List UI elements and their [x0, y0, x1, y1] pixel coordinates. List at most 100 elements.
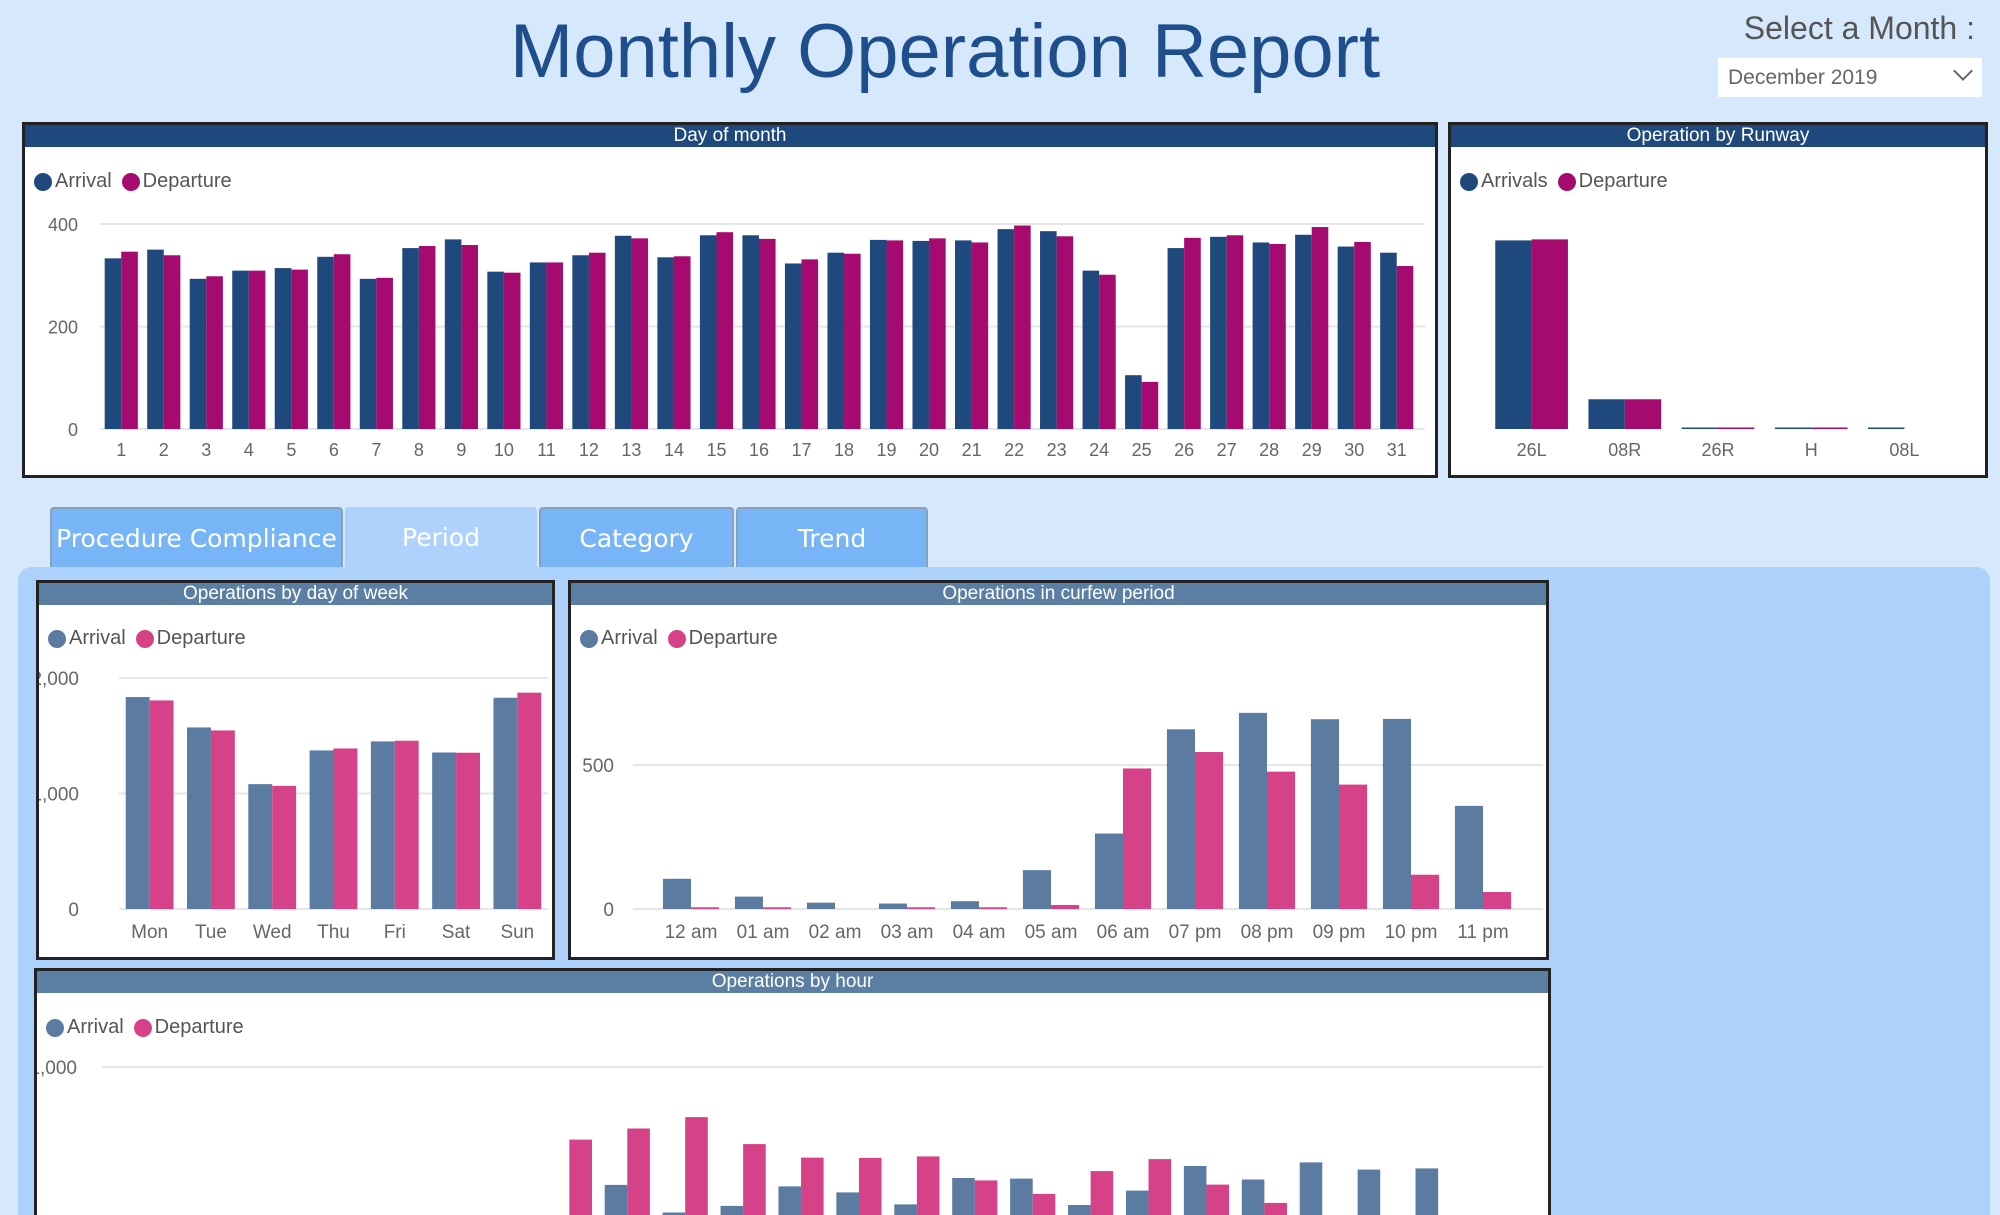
bar-arrival-07 pm[interactable] [1166, 729, 1195, 909]
bar-departure-Thu[interactable] [333, 748, 358, 909]
bar-departure-Sun[interactable] [517, 692, 542, 909]
bar-departure-Tue[interactable] [210, 730, 235, 909]
bar-departure-6[interactable] [333, 254, 351, 429]
bar-departure-06 am[interactable] [1123, 768, 1152, 909]
legend-item-arrival[interactable]: Arrival [46, 1016, 124, 1039]
bar-arrival-14[interactable] [657, 257, 674, 429]
bar-departure-29[interactable] [1311, 227, 1329, 429]
legend-item-arrival[interactable]: Arrival [34, 170, 112, 193]
bar-departure-Fri[interactable] [394, 740, 419, 909]
bar-arrival-10[interactable] [487, 271, 504, 429]
bar-departure-10[interactable] [743, 1144, 766, 1215]
bar-departure-7[interactable] [569, 1139, 592, 1215]
legend-item-departure[interactable]: Departure [135, 627, 246, 650]
bar-departure-12[interactable] [858, 1157, 882, 1215]
tab-category[interactable]: Category [539, 507, 734, 567]
bar-arrival-01 am[interactable] [734, 896, 763, 909]
bar-arrival-14[interactable] [952, 1178, 975, 1215]
bar-arrival-18[interactable] [827, 252, 845, 429]
bar-departure-22[interactable] [1014, 225, 1031, 429]
bar-departure-14[interactable] [673, 256, 691, 429]
bar-departure-16[interactable] [759, 238, 776, 429]
bar-arrivals-H[interactable] [1774, 427, 1812, 430]
bar-departure-12 am[interactable] [691, 907, 720, 909]
bar-departure-26[interactable] [1184, 237, 1201, 429]
bar-arrival-17[interactable] [784, 263, 802, 429]
bar-departure-12[interactable] [588, 252, 606, 429]
bar-arrival-10 pm[interactable] [1382, 718, 1411, 909]
bar-arrival-5[interactable] [274, 268, 292, 429]
bar-arrival-Sun[interactable] [493, 697, 518, 909]
bar-arrival-17[interactable] [1125, 1190, 1149, 1215]
bar-departure-17[interactable] [801, 259, 819, 429]
bar-departure-08R[interactable] [1624, 399, 1662, 429]
bar-arrival-11[interactable] [529, 262, 547, 429]
bar-departure-13[interactable] [631, 238, 649, 429]
bar-arrival-18[interactable] [1183, 1166, 1207, 1215]
bar-arrival-8[interactable] [402, 248, 419, 429]
bar-departure-Wed[interactable] [272, 785, 297, 909]
bar-departure-11[interactable] [801, 1157, 824, 1215]
bar-arrival-21[interactable] [1357, 1169, 1381, 1215]
bar-arrival-7[interactable] [359, 278, 377, 429]
bar-departure-4[interactable] [248, 270, 266, 429]
bar-arrival-21[interactable] [954, 240, 972, 429]
bar-arrival-Sat[interactable] [432, 752, 457, 909]
bar-arrival-11 pm[interactable] [1454, 805, 1483, 909]
bar-arrival-22[interactable] [997, 229, 1015, 429]
bar-arrival-1[interactable] [104, 258, 122, 429]
bar-arrival-19[interactable] [1241, 1179, 1265, 1215]
bar-departure-10 pm[interactable] [1411, 874, 1440, 909]
bar-departure-16[interactable] [1090, 1171, 1114, 1215]
bar-arrival-Fri[interactable] [370, 741, 395, 909]
bar-departure-04 am[interactable] [979, 907, 1008, 909]
bar-departure-30[interactable] [1354, 241, 1371, 429]
bar-arrival-10[interactable] [720, 1205, 744, 1215]
bar-departure-H[interactable] [1811, 427, 1848, 430]
bar-arrival-20[interactable] [1299, 1162, 1323, 1215]
bar-arrival-Wed[interactable] [248, 784, 273, 909]
bar-arrival-16[interactable] [1068, 1205, 1091, 1215]
bar-arrival-25[interactable] [1125, 375, 1142, 429]
bar-departure-20[interactable] [929, 238, 946, 429]
bar-departure-14[interactable] [974, 1180, 998, 1215]
legend-item-arrival[interactable]: Arrival [580, 627, 658, 650]
bar-departure-9[interactable] [685, 1117, 708, 1215]
bar-arrival-05 am[interactable] [1022, 870, 1051, 909]
legend-item-arrivals[interactable]: Arrivals [1460, 170, 1548, 193]
bar-arrival-12[interactable] [572, 255, 589, 429]
bar-departure-01 am[interactable] [763, 907, 792, 909]
bar-arrival-Tue[interactable] [187, 727, 211, 909]
bar-departure-23[interactable] [1056, 236, 1074, 429]
bar-arrival-20[interactable] [912, 240, 930, 429]
bar-arrival-24[interactable] [1082, 270, 1100, 429]
legend-item-departure[interactable]: Departure [667, 627, 778, 650]
bar-departure-25[interactable] [1141, 381, 1159, 429]
legend-item-departure[interactable]: Departure [121, 170, 232, 193]
legend-item-departure[interactable]: Departure [133, 1016, 244, 1039]
bar-departure-08 pm[interactable] [1267, 771, 1296, 909]
bar-arrival-03 am[interactable] [878, 903, 907, 909]
bar-departure-5[interactable] [291, 269, 308, 429]
bar-departure-15[interactable] [716, 232, 734, 429]
bar-arrival-22[interactable] [1415, 1168, 1439, 1215]
bar-arrivals-26R[interactable] [1681, 427, 1718, 430]
bar-arrival-12[interactable] [836, 1192, 859, 1215]
bar-departure-9[interactable] [461, 245, 478, 429]
bar-arrival-26[interactable] [1167, 248, 1185, 429]
bar-arrival-08 pm[interactable] [1238, 712, 1267, 909]
bar-departure-18[interactable] [844, 253, 861, 429]
bar-arrival-13[interactable] [614, 235, 632, 429]
bar-departure-15[interactable] [1032, 1193, 1056, 1215]
bar-arrivals-08R[interactable] [1588, 399, 1625, 429]
bar-arrival-04 am[interactable] [950, 901, 979, 909]
bar-arrival-02 am[interactable] [806, 902, 835, 909]
bar-departure-8[interactable] [418, 246, 436, 429]
bar-departure-28[interactable] [1269, 243, 1286, 429]
bar-departure-05 am[interactable] [1051, 904, 1080, 909]
bar-arrival-9[interactable] [662, 1212, 686, 1215]
bar-departure-27[interactable] [1226, 235, 1244, 429]
bar-arrival-6[interactable] [317, 256, 334, 429]
bar-arrival-15[interactable] [699, 235, 717, 429]
bar-departure-Mon[interactable] [149, 700, 174, 909]
